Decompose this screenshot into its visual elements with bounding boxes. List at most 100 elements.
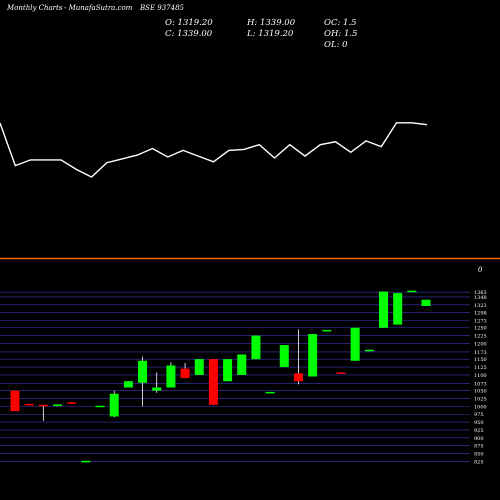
candle [180,362,190,379]
candle [81,460,91,463]
y-tick-label: 1150 [474,357,487,363]
candle [322,329,332,332]
candle-body [180,368,190,379]
y-tick-label: 825 [474,459,484,465]
candle-body [407,290,417,293]
candlestick-panel [10,290,431,463]
candle [336,372,346,374]
y-tick-label: 1200 [474,341,487,347]
candle [10,390,20,412]
candle-body [251,335,261,360]
oc-value: OC: 1.5 [324,18,357,28]
candle-body [10,390,20,412]
candle [279,345,289,368]
candle [378,291,388,328]
candle-body [421,299,431,306]
y-tick-label: 1273 [474,319,487,325]
candle [166,362,176,388]
low-value: L: 1319.20 [247,29,294,39]
candle [208,359,218,405]
candle-body [194,359,204,375]
y-tick-label: 1100 [474,373,487,379]
y-tick-label: 1173 [474,350,487,356]
oh-value: OH: 1.5 [324,29,358,39]
y-tick-label: 1348 [474,295,487,301]
candle-body [308,334,318,377]
candle-body [208,359,218,405]
candle [237,354,247,375]
candle-body [393,293,403,325]
candle [308,334,318,377]
candle [223,359,233,382]
candle [138,356,148,407]
y-tick-label: 1225 [474,334,487,340]
site-name: - MunafaSutra.com [64,4,133,12]
y-tick-label: 1000 [474,404,487,410]
candle [152,372,162,393]
candle-grid [0,291,470,462]
candle-body [293,373,303,382]
candle [123,381,133,388]
candle-body [123,381,133,388]
candle-body [81,460,91,463]
candle [53,404,63,407]
candle-body [24,403,34,406]
y-tick-label: 1025 [474,397,487,403]
candle [38,404,48,421]
candle-body [95,405,105,408]
chart-label: Monthly Charts [7,4,63,12]
candle [67,402,77,404]
candle-body [237,354,247,375]
candle [393,293,403,325]
y-tick-label: 975 [474,412,484,418]
y-tick-label: 900 [474,436,484,442]
y-tick-label: 850 [474,452,484,458]
candle-body [138,360,148,383]
candle [24,403,34,406]
candle-body [67,402,77,404]
candle-body [378,291,388,328]
candle-body [109,393,119,417]
candle-body [336,372,346,374]
candle-body [350,327,360,361]
y-tick-label: 950 [474,420,484,426]
candle [251,335,261,360]
lower-panel-marker: 0 [478,266,483,274]
candle [293,329,303,385]
y-tick-label: 1050 [474,389,487,395]
candle [194,359,204,375]
candle-body [279,345,289,368]
candle-body [322,329,332,332]
y-tick-label: 1363 [474,290,487,296]
y-tick-label: 1073 [474,381,487,387]
candle-body [265,391,275,394]
candle [109,390,119,418]
y-tick-label: 925 [474,428,484,434]
candle-body [166,365,176,388]
candle [95,405,105,408]
candle-body [152,387,162,391]
candle-body [53,404,63,406]
candle [407,290,417,293]
y-tick-label: 1323 [474,303,487,309]
price-line [0,122,428,178]
price-line-panel [0,122,428,178]
candle-body [364,349,374,352]
candle-body [223,359,233,382]
y-tick-label: 875 [474,444,484,450]
candle [421,299,431,306]
candle [364,349,374,352]
candle [350,327,360,361]
symbol-label: BSE 937485 [140,4,184,12]
y-tick-label: 1125 [474,365,487,371]
y-tick-label: 1298 [474,311,487,317]
close-value: C: 1339.00 [165,29,213,39]
open-value: O: 1319.20 [165,18,213,28]
high-value: H: 1339.00 [247,18,296,28]
candle [265,391,275,394]
ol-value: OL: 0 [324,40,348,50]
candle-body [38,404,48,407]
y-tick-label: 1250 [474,326,487,332]
